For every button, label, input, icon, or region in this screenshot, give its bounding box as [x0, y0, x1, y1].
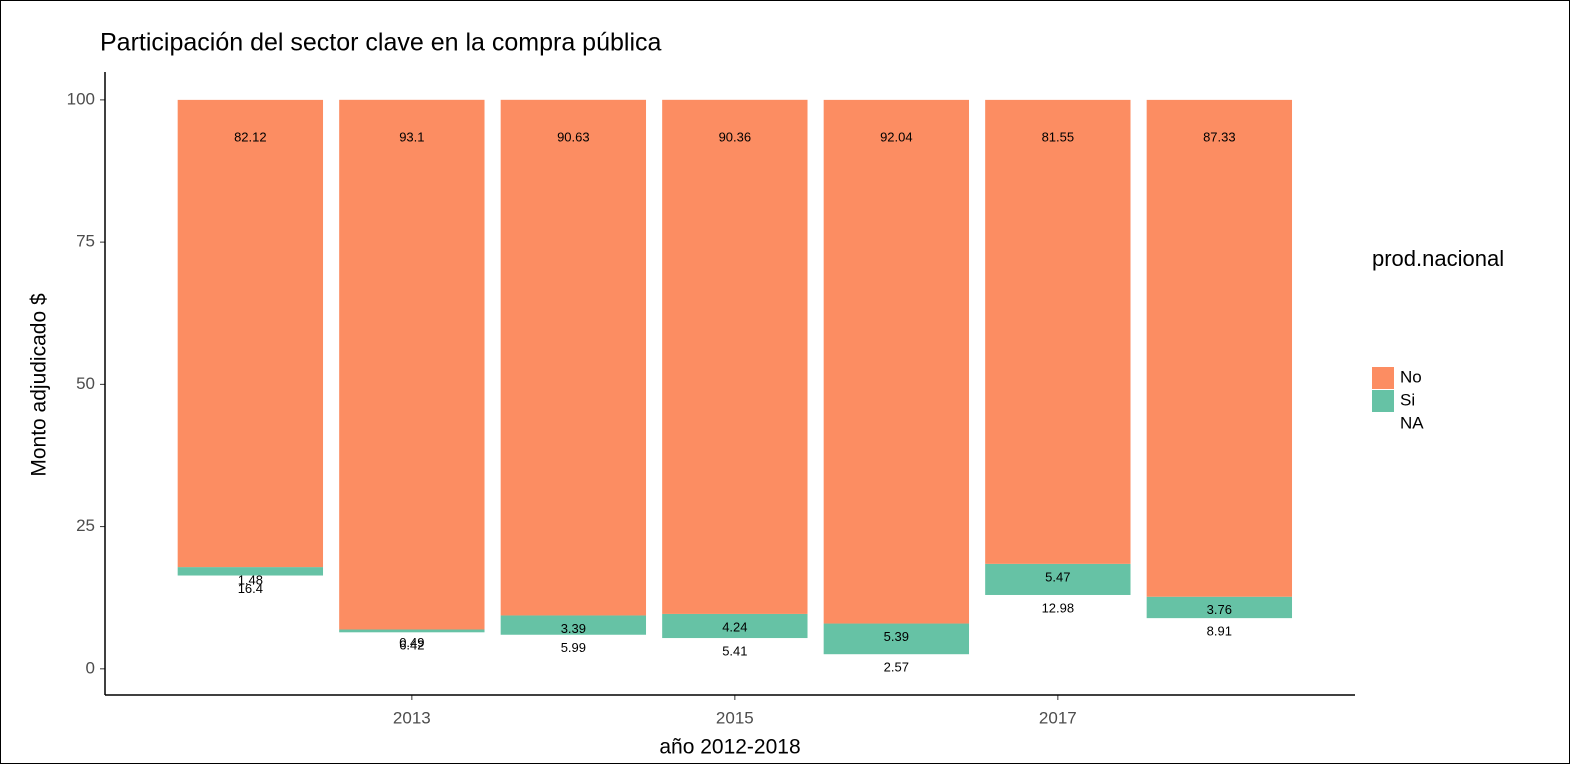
- x-axis-label: año 2012-2018: [659, 736, 800, 759]
- bar-segment: [500, 615, 647, 635]
- x-tick-label: 2015: [716, 708, 754, 727]
- data-label: 3.76: [1207, 602, 1232, 617]
- bar-segment: [500, 99, 647, 616]
- data-label: 3.39: [561, 621, 586, 636]
- data-label: 8.91: [1207, 624, 1232, 639]
- data-label: 6.42: [399, 638, 424, 653]
- data-label: 4.24: [722, 619, 747, 634]
- y-tick-label: 50: [76, 374, 95, 393]
- data-label: 5.41: [722, 643, 747, 658]
- legend-label: NA: [1400, 413, 1424, 432]
- legend-key: [1372, 390, 1394, 412]
- data-label: 12.98: [1042, 600, 1075, 615]
- data-label: 5.39: [884, 629, 909, 644]
- x-tick-label: 2013: [393, 708, 431, 727]
- y-tick-label: 100: [67, 89, 95, 108]
- bar-segment: [985, 563, 1131, 595]
- data-label: 90.63: [557, 129, 590, 144]
- data-label: 93.1: [399, 129, 424, 144]
- legend-key: [1372, 367, 1394, 389]
- y-tick-label: 25: [76, 516, 95, 535]
- legend-label: No: [1400, 367, 1422, 386]
- data-label: 82.12: [234, 129, 267, 144]
- data-label: 87.33: [1203, 129, 1236, 144]
- bar-segment: [177, 567, 324, 576]
- legend-label: Si: [1400, 390, 1415, 409]
- bar-segment: [1146, 99, 1293, 597]
- y-axis-label: Monto adjudicado $: [28, 293, 51, 477]
- bar-segment: [823, 623, 970, 655]
- bar-segment: [339, 99, 485, 630]
- bar-segment: [1146, 596, 1293, 619]
- data-label: 0.49: [399, 635, 424, 650]
- data-label: 5.47: [1045, 569, 1070, 584]
- bar-segment: [662, 99, 808, 614]
- bar-segment: [662, 613, 808, 639]
- bar-segment: [823, 99, 970, 624]
- bar-segment: [985, 99, 1131, 564]
- data-label: 5.99: [561, 640, 586, 655]
- data-label: 92.04: [880, 129, 913, 144]
- bar-segment: [339, 629, 485, 633]
- data-label: 81.55: [1042, 129, 1075, 144]
- data-label: 16.4: [238, 581, 263, 596]
- y-tick-label: 75: [76, 232, 95, 251]
- y-tick-label: 0: [86, 658, 95, 677]
- bar-segment: [177, 99, 324, 568]
- data-label: 1.48: [238, 573, 263, 588]
- x-tick-label: 2017: [1039, 708, 1077, 727]
- legend-key: [1372, 413, 1394, 435]
- data-label: 2.57: [884, 660, 909, 675]
- chart-title: Participación del sector clave en la com…: [100, 29, 661, 57]
- data-label: 90.36: [719, 129, 752, 144]
- legend-title: prod.nacional: [1372, 246, 1504, 271]
